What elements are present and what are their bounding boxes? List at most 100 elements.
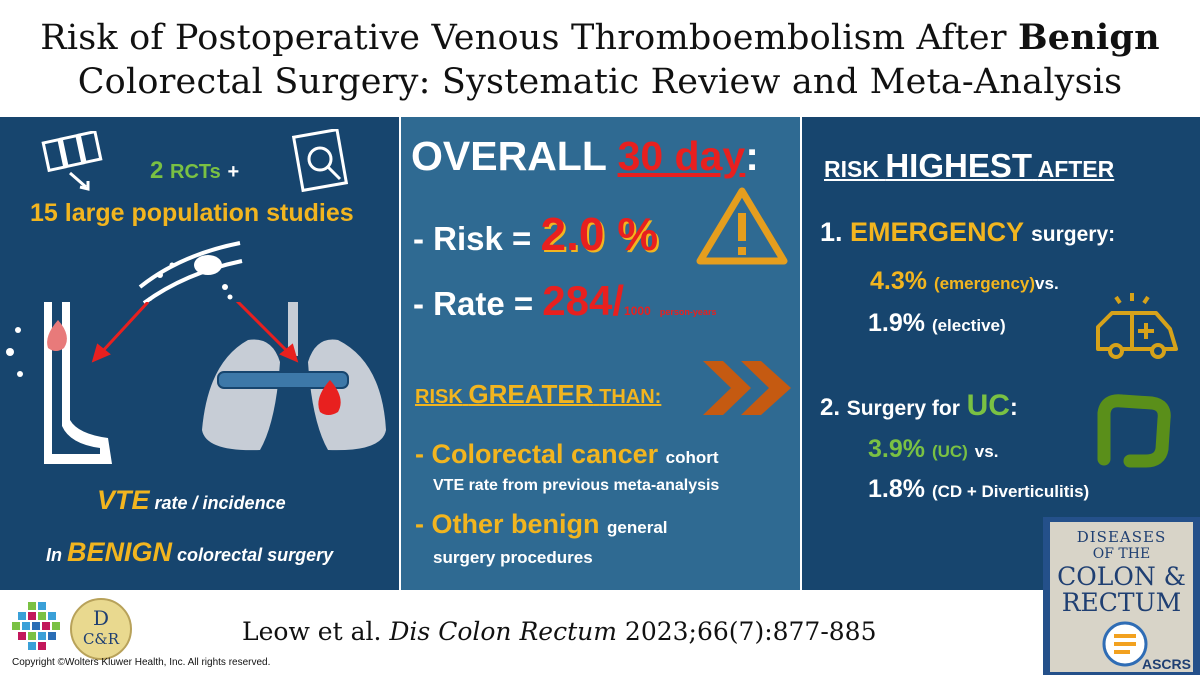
title-text: Risk of Postoperative Venous Thromboembo… (40, 18, 1019, 58)
journal-title-line-2: OF THE (1092, 546, 1151, 562)
vte-rest-text: rate / incidence (154, 493, 286, 513)
other-benign-subtext: surgery procedures (433, 548, 593, 567)
leg-lungs-illustration (6, 302, 386, 464)
bullet-dash: - (415, 509, 424, 539)
benign-text: BENIGN (67, 537, 173, 567)
surgery-for-text: Surgery for (846, 397, 960, 420)
colorectal-cancer-text: Colorectal cancer (431, 439, 659, 469)
risk-line: - Risk = 2.0 % (413, 207, 658, 261)
copyright-notice: Copyright ©Wolters Kluwer Health, Inc. A… (12, 657, 271, 668)
rate-line: - Rate = 284/1000 person-years (413, 277, 716, 325)
population-studies: 15 large population studies (30, 199, 354, 227)
rate-value: 284/ (542, 277, 625, 324)
greater-word-2: GREATER (468, 379, 594, 409)
other-benign-bullet: - Other benign general (415, 509, 668, 540)
vs-text: vs. (974, 442, 999, 461)
thirty-day-text: 30 day (617, 133, 746, 179)
blood-clot-vessel-icon (138, 241, 243, 305)
title-bold-word: Benign (1018, 17, 1160, 58)
overall-colon: : (745, 133, 759, 179)
elective-label: (elective) (931, 316, 1006, 335)
overall-panel: OVERALL 30 day: - Risk = 2.0 % - Rate = … (401, 117, 800, 590)
infographic-title: Risk of Postoperative Venous Thromboembo… (0, 0, 1200, 116)
rcts-count: 2 (150, 157, 164, 184)
elective-value: 1.9% (868, 309, 925, 337)
general-text: general (607, 518, 668, 537)
title-line-2: Colorectal Surgery: Systematic Review an… (77, 62, 1123, 102)
warning-icon (696, 187, 788, 265)
risk-greater-heading: RISK GREATER THAN: (415, 379, 661, 410)
citation-journal: Dis Colon Rectum (389, 617, 617, 646)
colorectal-surgery-text: colorectal surgery (177, 545, 334, 565)
head-highest: HIGHEST (885, 147, 1033, 184)
other-benign-text: Other benign (431, 509, 600, 539)
item-number: 2. (820, 394, 841, 421)
title-line-1: Risk of Postoperative Venous Thromboembo… (0, 16, 1200, 60)
colon-icon (1097, 394, 1171, 468)
study-panel: 2 RCTs + 15 large population studies (0, 117, 399, 590)
citation-reference: 2023;66(7):877-885 (624, 617, 877, 646)
in-text: In (46, 545, 62, 565)
rcts-label: RCTs (170, 161, 221, 183)
rate-unit: 1000 (624, 304, 651, 318)
cohort-text: cohort (665, 448, 719, 467)
emergency-value: 4.3% (870, 267, 927, 295)
benign-surgery-line: In BENIGN colorectal surgery (46, 537, 333, 568)
ambulance-icon (1096, 293, 1178, 359)
risk-highest-heading: RISK HIGHEST AFTER (824, 147, 1114, 185)
dcr-logo-bottom: C&R (82, 630, 120, 648)
journal-title-line-4: RECTUM (1061, 588, 1182, 617)
journal-title-line-1: DISEASES (1076, 528, 1167, 546)
dcr-logo-icon: D C&R (70, 598, 132, 660)
highest-risk-panel: RISK HIGHEST AFTER 1. EMERGENCY surgery:… (802, 117, 1200, 590)
lungs-clot-icon (202, 302, 386, 451)
cd-diverticulitis-rate: 1.8% (CD + Diverticulitis) (868, 475, 1089, 504)
uc-value: 3.9% (868, 435, 925, 463)
colorectal-cancer-bullet: - Colorectal cancer cohort (415, 439, 719, 470)
ascrs-text: ASCRS (1141, 656, 1191, 672)
emergency-text: EMERGENCY (850, 217, 1024, 247)
uc-rate: 3.9% (UC) vs. (868, 435, 998, 464)
risk-label: - Risk = (413, 220, 532, 257)
journal-cover-inner: DISEASES OF THE COLON & RECTUM ASCRS (1050, 522, 1193, 672)
rate-label: - Rate = (413, 285, 534, 322)
vs-text: vs. (1035, 274, 1059, 293)
risk-value: 2.0 % (540, 208, 659, 260)
elective-rate: 1.9% (elective) (868, 309, 1006, 338)
journal-cover: DISEASES OF THE COLON & RECTUM ASCRS (1043, 517, 1200, 675)
emergency-rate: 4.3% (emergency)vs. (870, 267, 1059, 296)
wolters-kluwer-logo-icon (12, 602, 60, 650)
head-risk: RISK (824, 156, 879, 182)
documents-icon (41, 131, 103, 191)
item-number: 1. (820, 217, 843, 247)
plus-sign: + (227, 161, 240, 183)
uc-colon: : (1009, 394, 1018, 421)
bullet-dash: - (415, 439, 424, 469)
uc-label: (UC) (931, 442, 968, 461)
vte-text: VTE (97, 485, 150, 515)
uc-text: UC (966, 389, 1010, 422)
journal-emblem-icon (1102, 621, 1148, 667)
emergency-heading: 1. EMERGENCY surgery: (820, 217, 1115, 248)
head-after: AFTER (1037, 156, 1115, 182)
colorectal-cancer-subtext: VTE rate from previous meta-analysis (433, 477, 720, 494)
citation-authors: Leow et al. (242, 617, 382, 646)
surgery-text: surgery: (1031, 223, 1116, 246)
greater-word-3: THAN: (599, 386, 662, 408)
dcr-logo-top: D (92, 606, 110, 630)
double-chevron-icon (703, 361, 791, 415)
emergency-label: (emergency) (933, 274, 1036, 293)
magnifier-report-icon (291, 129, 349, 193)
cd-value: 1.8% (868, 475, 925, 503)
leg-clot-icon (6, 302, 112, 464)
greater-word-1: RISK (415, 386, 463, 408)
cd-label: (CD + Diverticulitis) (931, 482, 1090, 501)
overall-text: OVERALL (411, 133, 607, 179)
rate-unit-2: person-years (659, 307, 717, 317)
rcts-line: 2 RCTs + (150, 157, 239, 185)
vte-rate-line: VTE rate / incidence (97, 485, 286, 516)
citation: Leow et al. Dis Colon Rectum 2023;66(7):… (242, 617, 877, 646)
overall-heading: OVERALL 30 day: (411, 133, 759, 180)
uc-heading: 2. Surgery for UC: (820, 389, 1018, 423)
journal-title-line-3: COLON & (1057, 562, 1186, 591)
